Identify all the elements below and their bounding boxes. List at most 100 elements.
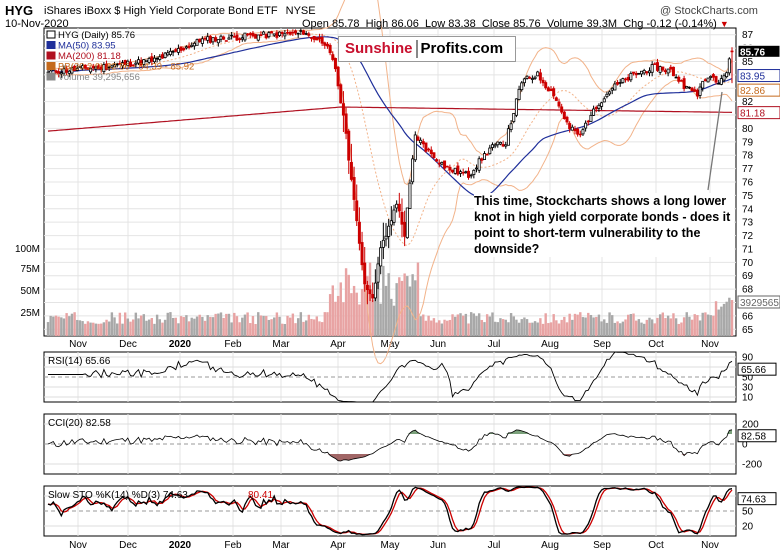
price-tick-label: 65	[742, 325, 754, 336]
price-tick-label: 72	[742, 231, 754, 242]
volume-bar	[211, 317, 215, 336]
volume-bar	[68, 316, 71, 336]
volume-bar	[230, 322, 233, 336]
candle-body	[254, 34, 258, 39]
volume-bar	[696, 315, 699, 336]
rsi-line	[48, 351, 733, 403]
candle-body	[381, 239, 385, 248]
volume-bar	[645, 319, 649, 336]
volume-bar	[608, 312, 611, 336]
logo-part-sunshine: Sunshine	[345, 40, 413, 57]
volume-bar	[568, 313, 571, 336]
candle-body	[78, 66, 82, 68]
open-label: Open	[302, 18, 329, 30]
price-tick-label: 74	[742, 204, 754, 215]
candle-body	[126, 60, 130, 66]
volume-bar	[286, 315, 289, 336]
candle-body	[642, 70, 646, 74]
candle-body	[91, 65, 95, 69]
candle-body	[331, 54, 335, 60]
candle-body	[440, 161, 444, 165]
high-value: 86.06	[391, 18, 419, 30]
volume-bar	[411, 274, 414, 336]
candle-body	[278, 31, 282, 36]
volume-bar	[358, 304, 361, 336]
volume-bar	[515, 319, 518, 336]
candle-body	[562, 111, 566, 120]
volume-bar	[467, 323, 470, 336]
candle-body	[222, 36, 226, 40]
candle-body	[594, 106, 598, 110]
sto-tag-box	[737, 492, 777, 506]
cci-tag-label: 82.58	[741, 432, 766, 443]
candle-body	[123, 60, 127, 66]
price-tick-label: 71	[742, 244, 754, 255]
candle-body	[568, 123, 572, 130]
rsi-tag-label: 65.66	[741, 365, 766, 376]
candle-body	[75, 68, 79, 71]
candle-body	[669, 66, 673, 70]
cci-tick-label: 0	[742, 440, 748, 451]
volume-bar	[54, 315, 58, 336]
volume-bar	[621, 321, 625, 336]
candle-body	[97, 65, 101, 70]
cci-line	[47, 429, 733, 462]
volume-bar	[629, 314, 633, 336]
legend-swatch-bb	[46, 62, 56, 70]
legend-label-ma50: MA(50) 83.95	[58, 41, 116, 52]
candle-body	[121, 62, 125, 67]
cci-tick-label: 200	[742, 420, 759, 431]
candle-body	[219, 35, 223, 40]
volume-bar	[102, 322, 106, 336]
candle-body	[328, 44, 332, 54]
volume-bar	[251, 316, 255, 336]
x-axis-label: Jul	[488, 540, 501, 551]
candle-body	[357, 221, 361, 244]
candle-body	[459, 171, 463, 174]
volume-bar	[571, 319, 574, 336]
candle-body	[387, 225, 391, 237]
candle-body	[288, 31, 292, 35]
volume-bar	[477, 313, 481, 336]
candle-body	[687, 86, 691, 89]
candle-body	[347, 130, 351, 161]
volume-bar	[169, 312, 172, 336]
volume-bar	[225, 313, 228, 336]
volume-bar	[499, 318, 502, 336]
annotation-callout: This time, Stockcharts shows a long lowe…	[474, 193, 734, 257]
candle-body	[86, 67, 90, 70]
x-axis-label: Nov	[701, 540, 719, 551]
chart-date: 10-Nov-2020	[5, 18, 69, 30]
volume-bar	[89, 322, 92, 336]
candle-body	[129, 61, 133, 67]
price-tick-label: 68	[742, 285, 754, 296]
candle-body	[102, 64, 106, 72]
legend-swatch-price	[46, 30, 56, 39]
x-axis-label: Mar	[272, 540, 290, 551]
candle-body	[695, 89, 699, 97]
volume-bar	[110, 312, 114, 336]
volume-bar	[376, 281, 380, 336]
volume-bar	[249, 323, 252, 336]
candle-body	[703, 79, 707, 82]
candle-body	[187, 45, 191, 48]
volume-bar	[563, 316, 566, 336]
cci-tick-label: -200	[742, 460, 762, 471]
volume-bar	[603, 319, 606, 336]
volume-bar	[408, 286, 412, 336]
stockcharts-watermark: @ StockCharts.com	[660, 5, 758, 17]
volume-bar	[113, 317, 116, 336]
volume-bar	[145, 320, 148, 336]
volume-bar	[387, 273, 390, 336]
volume-bar	[685, 312, 688, 336]
volume-bar	[217, 313, 220, 336]
candle-body	[107, 66, 111, 69]
volume-tick-label: 50M	[21, 286, 40, 297]
candle-body	[144, 59, 148, 63]
candle-body	[706, 77, 710, 83]
candle-body	[573, 128, 577, 132]
candle-body	[427, 148, 431, 151]
volume-bar	[493, 321, 497, 336]
logo-divider	[415, 40, 418, 59]
x-axis-label: Nov	[701, 339, 719, 350]
